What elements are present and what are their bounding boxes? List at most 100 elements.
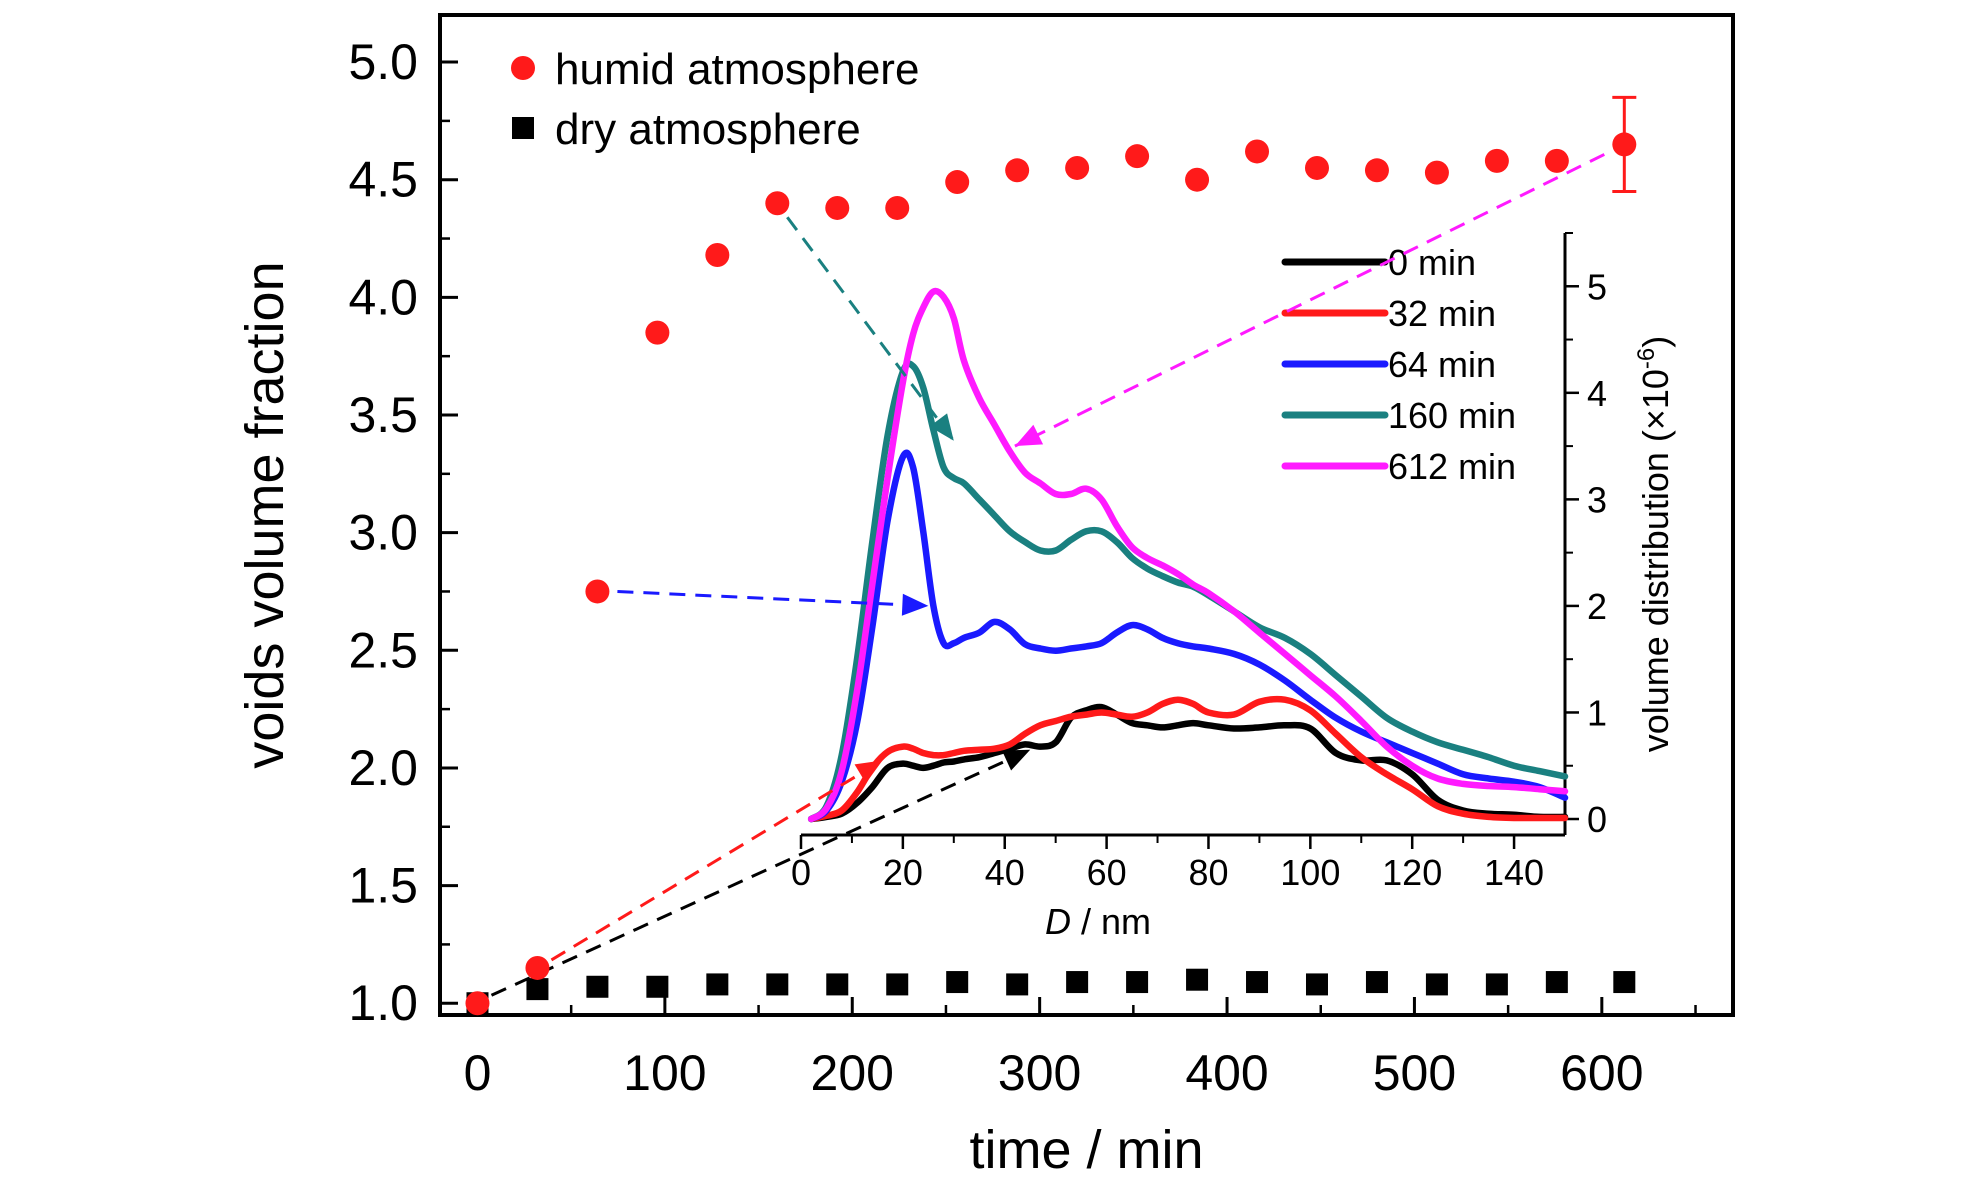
main-plot-frame [438,13,1735,1017]
inset-x-tick-label: 60 [1087,852,1127,893]
inset-y-axis-title-text: volume distribution (×10 [1635,369,1676,752]
inset-curve-32-min [807,695,1569,823]
arrow-612min [1014,153,1605,448]
inset-curve-64-min [807,449,1569,823]
dry-atmosphere-point [646,975,669,998]
humid-atmosphere-point [1612,132,1637,157]
inset-y-axis-title: volume distribution (×10-6) [1633,336,1676,753]
main-y-tick-label: 2.5 [348,622,418,678]
arrow-160min [786,216,956,442]
annotation-arrows [490,153,1605,997]
humid-atmosphere-point [645,320,670,345]
dry-atmosphere-point [1485,973,1508,996]
inset-legend-label: 160 min [1388,395,1516,436]
inset-y-tick-label: 1 [1587,692,1607,733]
main-x-axis-title: time / min [969,1120,1203,1180]
inset-x-axis-title: D / nm [1045,901,1151,942]
main-x-tick-label: 200 [811,1045,894,1101]
inset-legend-label: 0 min [1388,242,1476,283]
arrow-160min-head [929,413,954,441]
inset-x-tick-label: 120 [1382,852,1442,893]
legend-marker-dry [512,117,534,139]
humid-atmosphere-point [705,243,730,267]
main-y-tick-label: 1.5 [348,858,418,914]
main-x-tick-label: 0 [464,1045,492,1101]
dry-atmosphere-point [1126,971,1149,994]
humid-atmosphere-point [885,195,910,220]
inset-y-axis-title-exponent: -6 [1633,348,1660,369]
humid-atmosphere-point [945,170,970,195]
humid-atmosphere-point [1304,155,1329,180]
main-y-tick-label: 2.0 [348,740,418,796]
humid-atmosphere-point [1185,167,1210,192]
arrow-32min-head [854,760,883,784]
dry-atmosphere-point [526,978,549,1001]
inset-x-axis-title-unit: / nm [1071,901,1151,942]
dry-atmosphere-point [706,973,729,996]
inset-x-tick-label: 140 [1484,852,1544,893]
dry-atmosphere-point [1545,971,1568,994]
inset-x-tick-label: 20 [883,852,923,893]
dry-atmosphere-point [826,973,849,996]
inset-y-tick-label: 3 [1587,479,1607,520]
dry-atmosphere-point [766,973,789,996]
inset-y-tick-label: 0 [1587,799,1607,840]
humid-atmosphere-point [1245,139,1270,164]
legend-label-dry: dry atmosphere [555,105,861,154]
inset-x-tick-label: 40 [985,852,1025,893]
inset-legend-label: 64 min [1388,344,1496,385]
dry-atmosphere-point [1006,973,1029,996]
legend-marker-humid [511,56,535,80]
dry-atmosphere-point [586,975,609,998]
humid-atmosphere-point [825,195,850,220]
dry-atmosphere-point [1066,971,1089,994]
arrow-64min [617,589,929,608]
main-y-tick-label: 4.5 [348,152,418,208]
humid-atmosphere-point [585,579,610,604]
humid-atmosphere-point [1065,155,1090,180]
inset-x-tick-label: 100 [1280,852,1340,893]
humid-atmosphere-point [1125,144,1150,169]
main-y-tick-label: 4.0 [348,269,418,325]
inset-y-tick-label: 5 [1587,266,1607,307]
main-y-axis-title: voids volume fraction [235,261,295,768]
dry-atmosphere-point [1425,973,1448,996]
main-x-tick-label: 400 [1185,1045,1268,1101]
dry-atmosphere-point [1305,973,1328,996]
main-x-tick-label: 500 [1373,1045,1456,1101]
arrow-612min-head [1014,424,1044,447]
dry-atmosphere-point [1186,968,1209,991]
inset-legend-label: 612 min [1388,446,1516,487]
main-plot: 0 100 200 300 400 500 6001.01.52.02.53.03.54.0… [235,13,1735,1180]
humid-atmosphere-point [765,191,790,216]
main-y-tick-label: 1.0 [348,975,418,1031]
inset-curve-0-min [807,703,1569,823]
main-y-tick-label: 3.5 [348,387,418,443]
inset-y-tick-label: 2 [1587,586,1607,627]
arrow-0min-head [1001,749,1031,771]
dry-atmosphere-point [886,973,909,996]
arrow-32min [550,759,884,962]
main-x-tick-label: 100 [623,1045,706,1101]
main-markers [465,95,1637,1016]
legend-label-humid: humid atmosphere [555,45,919,94]
dry-atmosphere-point [1246,971,1269,994]
inset-y-axis-title-close: ) [1635,336,1676,348]
dry-atmosphere-point [946,971,969,994]
main-y-tick-label: 3.0 [348,505,418,561]
humid-atmosphere-point [465,991,490,1016]
inset-y-tick-label: 4 [1587,373,1607,414]
humid-atmosphere-point [1424,160,1449,185]
humid-atmosphere-point [1364,158,1389,183]
inset-curve-612-min [807,287,1569,823]
main-legend: humid atmosphere dry atmosphere [511,45,919,154]
inset-plot: 0 20 40 60 80 100 120 140 0 1 2 3 4 5 D / nm volume dis… [791,232,1676,942]
humid-atmosphere-point [1544,148,1569,173]
humid-atmosphere-point [1005,158,1030,183]
inset-x-tick-label: 80 [1188,852,1228,893]
inset-legend-label: 32 min [1388,293,1496,334]
inset-x-tick-label: 0 [791,852,811,893]
humid-atmosphere-point [525,955,550,980]
main-y-tick-label: 5.0 [348,34,418,90]
